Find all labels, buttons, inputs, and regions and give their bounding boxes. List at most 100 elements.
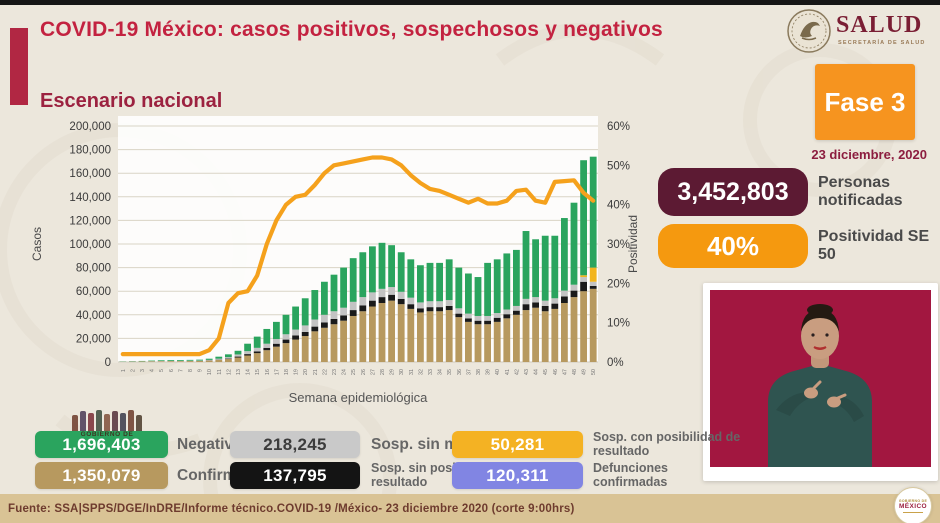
chart-bar-segment	[455, 317, 463, 362]
legend-value-pill: 137,795	[230, 462, 360, 489]
chart-bar-segment	[532, 307, 539, 362]
chart-bar-segment	[570, 202, 578, 285]
chart-bar-segment	[215, 359, 223, 362]
chart-bar-segment	[311, 319, 319, 327]
chart-bar-segment	[369, 306, 376, 362]
chart-legend: 1,696,403 Negativos 218,245 Sosp. sin muest…	[0, 400, 740, 495]
eagle-seal-icon	[787, 9, 831, 53]
chart-bar-segment	[580, 160, 587, 276]
chart-bar-segment	[234, 356, 242, 358]
salud-logo-subtext: SECRETARÍA DE SALUD	[838, 40, 926, 46]
chart-bar-segment	[234, 357, 242, 362]
gobierno-watermark-figures	[72, 407, 142, 431]
svg-text:46: 46	[553, 369, 559, 375]
svg-text:37: 37	[466, 369, 472, 375]
chart-bar-segment	[205, 360, 213, 362]
chart-bar-segment	[378, 242, 386, 289]
chart-bar-segment	[369, 292, 376, 301]
svg-text:0: 0	[105, 357, 111, 369]
seal-main-text: MÉXICO	[898, 503, 928, 510]
chart-bar-segment	[378, 288, 386, 298]
svg-text:50: 50	[591, 369, 597, 375]
chart-bar-segment	[580, 275, 587, 278]
chart-bar-segment	[503, 318, 511, 362]
svg-text:30: 30	[399, 369, 405, 375]
salud-logo: SALUD SECRETARÍA DE SALUD	[786, 6, 936, 56]
chart-bar-segment	[349, 258, 357, 302]
chart-bar-segment	[234, 354, 242, 357]
svg-text:25: 25	[351, 369, 357, 375]
chart-bar-segment	[484, 324, 491, 362]
chart-bar-segment	[455, 313, 463, 318]
chart-bar-segment	[474, 315, 482, 321]
chart-bar-segment	[253, 347, 261, 352]
chart-bar-segment	[378, 297, 386, 303]
chart-bar-segment	[503, 253, 511, 310]
chart-bar-segment	[263, 343, 271, 348]
chart-bar-segment	[321, 327, 328, 362]
svg-text:140,000: 140,000	[69, 192, 111, 204]
svg-text:4: 4	[150, 369, 156, 372]
chart-bar-segment	[301, 298, 309, 326]
chart-bar-segment	[273, 321, 280, 339]
chart-bar-segment	[244, 355, 251, 362]
svg-text:43: 43	[524, 369, 530, 375]
chart-bar-segment	[157, 361, 165, 362]
persons-notified-value-pill: 3,452,803	[658, 168, 808, 216]
chart-bar-segment	[369, 246, 376, 293]
page-title: COVID-19 México: casos positivos, sospec…	[40, 18, 663, 41]
chart-bar-segment	[253, 353, 261, 362]
chart-bar-segment	[561, 290, 568, 297]
svg-text:38: 38	[476, 369, 482, 375]
chart-bar-segment	[148, 360, 155, 362]
chart-bar-segment	[340, 307, 347, 316]
svg-text:20,000: 20,000	[76, 333, 111, 345]
chart-bar-segment	[522, 304, 530, 311]
chart-bar-segment	[282, 339, 290, 344]
svg-text:45: 45	[543, 369, 549, 375]
positivity-label: Positividad SE 50	[818, 228, 930, 264]
chart-bar-segment	[244, 354, 251, 356]
chart-bar-segment	[445, 310, 453, 362]
svg-text:16: 16	[265, 369, 271, 375]
interpreter-stage	[710, 290, 931, 467]
chart-bar-segment	[196, 359, 203, 361]
chart-bar-segment	[273, 338, 280, 344]
svg-text:29: 29	[390, 369, 396, 375]
svg-text:2: 2	[130, 369, 136, 372]
chart-bar-segment	[580, 281, 587, 292]
chart-bar-segment	[148, 361, 155, 362]
chart-bar-segment	[253, 351, 261, 354]
chart-bar-segment	[349, 310, 357, 316]
chart-bar-segment	[474, 277, 482, 316]
svg-text:39: 39	[486, 369, 492, 375]
chart-bar-segment	[541, 235, 549, 301]
chart-bar-segment	[244, 351, 251, 355]
svg-text:32: 32	[418, 369, 424, 375]
chart-bar-segment	[292, 339, 299, 362]
chart-bar-segment	[532, 297, 539, 303]
chart-bar-segment	[340, 315, 347, 321]
chart-bar-segment	[282, 334, 290, 340]
chart-bar-segment	[561, 296, 568, 303]
svg-text:21: 21	[313, 369, 319, 375]
svg-text:26: 26	[361, 369, 367, 375]
svg-text:40: 40	[495, 369, 501, 375]
chart-bar-segment	[359, 297, 367, 306]
chart-bar-segment	[493, 259, 501, 314]
svg-text:9: 9	[198, 369, 204, 372]
chart-bar-segment	[493, 321, 501, 362]
svg-text:20: 20	[303, 369, 309, 375]
svg-text:14: 14	[246, 369, 252, 375]
svg-text:23: 23	[332, 369, 338, 375]
interpreter-figure	[710, 290, 931, 467]
chart-bar-segment	[436, 311, 443, 362]
chart-bar-segment	[522, 231, 530, 299]
chart-bar-segment	[551, 235, 559, 299]
svg-text:28: 28	[380, 369, 386, 375]
svg-text:42: 42	[514, 369, 520, 375]
chart-bar-segment	[407, 297, 415, 305]
chart-bar-segment	[369, 300, 376, 307]
chart-bar-segment	[484, 315, 491, 321]
svg-text:120,000: 120,000	[69, 215, 111, 227]
